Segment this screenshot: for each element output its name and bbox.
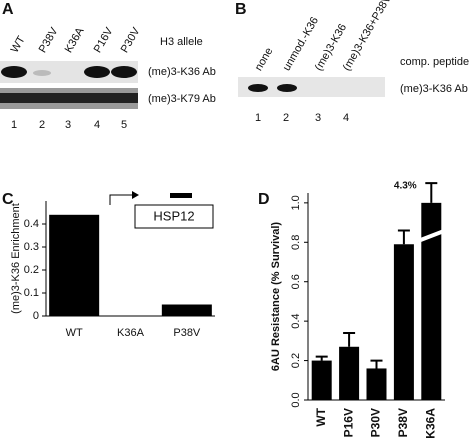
error-bar [315,355,328,361]
lane-label: none [253,46,276,73]
bar [49,214,100,316]
annotation: 4.3% [394,181,417,192]
error-bar [370,359,383,369]
lane-label: P38V [37,25,61,55]
bar [339,346,360,400]
panel-label: C [2,191,14,208]
lane-number: 3 [65,119,71,131]
x-tick-label: WT [66,327,83,339]
y-axis-label: 6AU Resistance (% Survival) [270,222,282,372]
row-label: (me)3-K36 Ab [400,83,468,95]
lane-number: 5 [121,119,127,131]
row-label: (me)3-K36 Ab [148,66,216,78]
x-tick-label: K36A [423,408,437,439]
lane-label: P30V [119,25,143,55]
lane-number: 4 [343,112,349,124]
lane-number: 4 [94,119,100,131]
y-tick-label: 1.0 [290,195,302,210]
bar [366,368,387,400]
x-tick-label: P16V [341,408,355,437]
lane-number: 2 [283,112,289,124]
lane-number: 1 [11,119,17,131]
y-tick-label: 0.3 [24,241,39,253]
x-tick-label: WT [314,407,328,426]
blot [0,61,138,109]
y-tick-label: 0.4 [290,313,302,328]
error-bar [397,229,410,245]
lane-label: WT [9,34,28,55]
row-label: (me)3-K79 Ab [148,93,216,105]
y-tick-label: 0.4 [24,218,39,230]
lane-number: 3 [315,112,321,124]
header: H3 allele [160,36,203,48]
y-tick-label: 0.1 [24,287,39,299]
x-tick-label: K36A [117,327,145,339]
lane-label: (me)3-K36+P38V [341,0,394,73]
y-tick-label: 0.8 [290,235,302,250]
y-tick-label: 0 [33,310,39,322]
panel-label: D [258,191,270,208]
error-bar [343,331,356,347]
panel-label: A [2,1,14,18]
x-tick-label: P30V [369,408,383,437]
axis-break [417,228,446,243]
y-tick-label: 0.2 [290,353,302,368]
bar [311,360,332,400]
bar [421,202,442,400]
panel-label: B [235,1,247,18]
x-tick-label: P38V [396,408,410,437]
lane-number: 2 [39,119,45,131]
y-tick-label: 0.6 [290,274,302,289]
y-tick-label: 0.0 [290,392,302,407]
y-axis-label: (me)3-K36 Enrichment [10,203,22,314]
y-tick-label: 0.2 [24,264,39,276]
error-bar [425,182,438,203]
bar [393,244,414,400]
header: comp. peptide [400,56,469,68]
blot [238,77,385,97]
gene-diagram [109,191,214,229]
gene-label: HSP12 [153,208,194,223]
lane-label: K36A [63,25,87,55]
lane-label: P16V [92,25,116,55]
bar [161,304,212,316]
x-tick-label: P38V [173,327,201,339]
lane-number: 1 [255,112,261,124]
